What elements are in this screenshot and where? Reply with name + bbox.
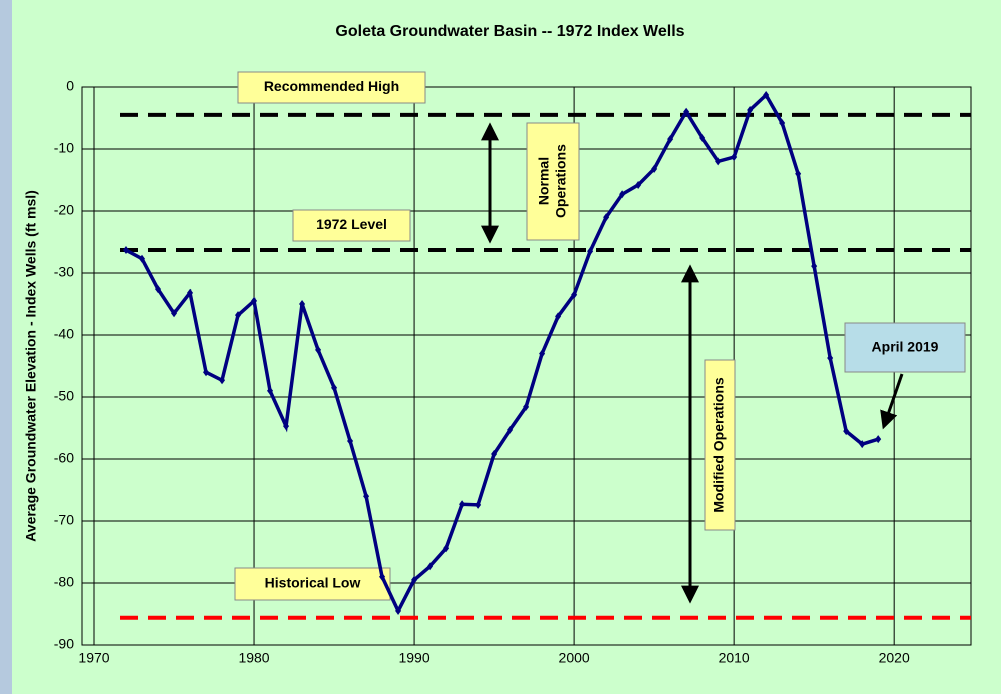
data-point xyxy=(699,133,706,142)
data-point xyxy=(187,288,194,297)
data-point xyxy=(235,311,242,320)
data-point xyxy=(795,169,802,178)
y-tick-label: -70 xyxy=(54,512,74,528)
data-point xyxy=(715,157,722,166)
annotation: April 2019 xyxy=(872,339,939,355)
data-point xyxy=(411,575,418,584)
y-axis-label: Average Groundwater Elevation - Index We… xyxy=(23,190,39,542)
data-point xyxy=(331,383,338,392)
data-point xyxy=(651,164,658,173)
data-point xyxy=(395,606,402,615)
data-point xyxy=(155,285,162,294)
data-point xyxy=(603,213,610,222)
annotation-box xyxy=(237,71,426,104)
data-point xyxy=(299,300,306,308)
y-tick-label: -60 xyxy=(54,450,74,466)
annotation-box xyxy=(234,567,391,601)
data-point xyxy=(507,425,514,434)
data-point xyxy=(779,118,786,127)
data-point xyxy=(203,368,210,377)
data-point xyxy=(267,386,274,395)
data-point xyxy=(843,427,850,436)
data-point xyxy=(459,500,466,509)
chart-title: Goleta Groundwater Basin -- 1972 Index W… xyxy=(335,23,684,40)
data-point xyxy=(811,262,818,271)
annotation-box xyxy=(292,209,411,242)
annotation-box xyxy=(526,122,580,241)
annotation: Modified Operations xyxy=(711,377,727,513)
data-point xyxy=(219,376,226,385)
x-tick-label: 2020 xyxy=(879,650,910,666)
data-point xyxy=(875,435,882,444)
x-tick-label: 1970 xyxy=(78,650,109,666)
data-point xyxy=(475,500,482,509)
data-point xyxy=(619,190,626,199)
data-point xyxy=(523,402,530,411)
arrow xyxy=(880,373,904,430)
x-tick-label: 2000 xyxy=(559,650,590,666)
data-point xyxy=(555,312,562,321)
annotation: Historical Low xyxy=(265,575,361,591)
data-point xyxy=(747,105,754,114)
annotation-box xyxy=(844,322,966,373)
data-point xyxy=(251,296,258,305)
data-point xyxy=(587,247,594,256)
y-tick-label: 0 xyxy=(66,78,74,94)
data-point xyxy=(347,437,354,446)
data-point xyxy=(315,345,322,354)
data-point xyxy=(539,349,546,358)
annotation: Normal xyxy=(536,157,552,205)
data-point xyxy=(363,492,370,501)
data-point xyxy=(283,422,290,431)
data-point xyxy=(491,450,498,459)
x-tick-label: 1990 xyxy=(398,650,429,666)
data-point xyxy=(427,562,434,571)
y-tick-label: -20 xyxy=(54,202,74,218)
data-point xyxy=(379,572,386,581)
data-point xyxy=(667,135,674,144)
data-point xyxy=(571,290,578,299)
y-tick-label: -40 xyxy=(54,326,74,342)
data-point xyxy=(635,180,642,189)
annotation-box xyxy=(704,359,736,531)
annotation: 1972 Level xyxy=(316,216,387,232)
x-tick-label: 2010 xyxy=(719,650,750,666)
data-point xyxy=(763,91,770,100)
data-point xyxy=(731,153,738,162)
data-point xyxy=(123,246,130,255)
data-point xyxy=(139,254,146,263)
y-tick-label: -50 xyxy=(54,388,74,404)
data-point xyxy=(859,440,866,449)
data-line xyxy=(125,92,879,615)
data-point xyxy=(827,353,834,362)
x-tick-label: 1980 xyxy=(238,650,269,666)
y-tick-label: -30 xyxy=(54,264,74,280)
annotation: Recommended High xyxy=(264,78,399,94)
data-point xyxy=(443,544,450,553)
y-tick-label: -80 xyxy=(54,574,74,590)
y-tick-label: -90 xyxy=(54,636,74,652)
data-point xyxy=(683,107,690,116)
y-tick-label: -10 xyxy=(54,140,74,156)
data-point xyxy=(171,309,178,318)
annotation: Operations xyxy=(553,144,569,218)
